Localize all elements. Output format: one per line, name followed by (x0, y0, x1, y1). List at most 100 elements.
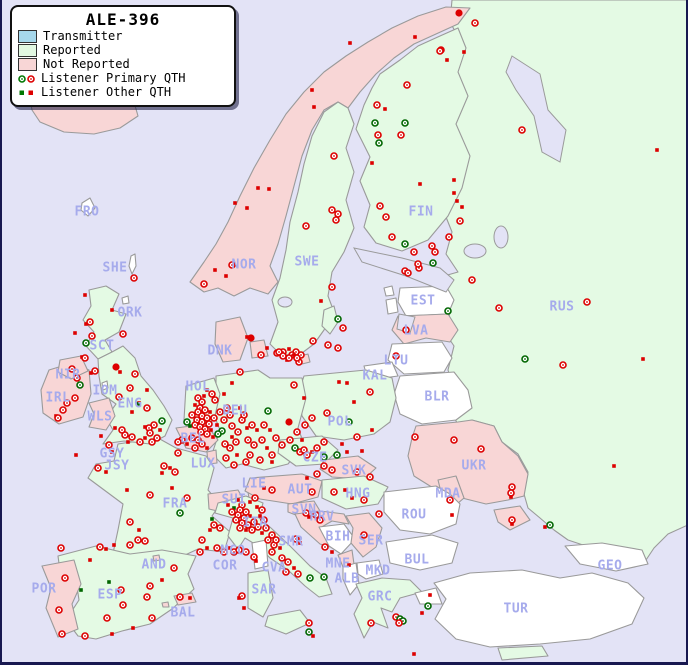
listener-primary-marker-green[interactable] (375, 139, 383, 147)
listener-primary-marker[interactable] (91, 367, 99, 375)
listener-primary-marker[interactable] (388, 233, 396, 241)
listener-primary-marker[interactable] (507, 489, 515, 497)
listener-primary-marker-green[interactable] (371, 119, 379, 127)
listener-primary-marker[interactable] (260, 421, 268, 429)
listener-primary-marker[interactable] (134, 536, 142, 544)
listener-other-marker[interactable] (205, 446, 209, 450)
listener-primary-marker[interactable] (232, 516, 240, 524)
listener-primary-marker[interactable] (395, 619, 403, 627)
listener-primary-marker[interactable] (471, 19, 479, 27)
listener-other-marker[interactable] (145, 388, 149, 392)
listener-primary-marker[interactable] (61, 574, 69, 582)
listener-primary-marker[interactable] (397, 131, 405, 139)
listener-other-marker[interactable] (345, 381, 349, 385)
listener-primary-marker-green[interactable] (333, 451, 341, 459)
listener-primary-marker-green[interactable] (158, 417, 166, 425)
listener-primary-marker[interactable] (468, 276, 476, 284)
listener-other-marker[interactable] (193, 403, 197, 407)
listener-primary-marker-green[interactable] (214, 430, 222, 438)
listener-primary-marker[interactable] (160, 462, 168, 470)
listener-primary-marker[interactable] (73, 374, 81, 382)
listener-primary-marker[interactable] (234, 428, 242, 436)
listener-primary-marker[interactable] (94, 464, 102, 472)
listener-other-marker[interactable] (260, 531, 264, 535)
listener-primary-marker[interactable] (191, 444, 199, 452)
listener-primary-marker[interactable] (153, 434, 161, 442)
listener-primary-marker[interactable] (220, 416, 228, 424)
listener-other-marker[interactable] (305, 476, 309, 480)
listener-primary-marker[interactable] (236, 368, 244, 376)
listener-other-marker[interactable] (137, 528, 141, 532)
listener-primary-marker-green[interactable] (401, 119, 409, 127)
listener-other-marker[interactable] (125, 488, 129, 492)
listener-primary-marker[interactable] (367, 619, 375, 627)
listener-primary-marker-green[interactable] (429, 259, 437, 267)
listener-other-marker[interactable] (112, 543, 116, 547)
listener-primary-marker[interactable] (272, 434, 280, 442)
listener-other-marker-green[interactable] (79, 588, 83, 592)
listener-primary-marker-green[interactable] (183, 418, 191, 426)
listener-primary-marker[interactable] (244, 521, 252, 529)
listener-other-marker[interactable] (383, 107, 387, 111)
listener-primary-marker[interactable] (334, 210, 342, 218)
listener-primary-marker[interactable] (143, 593, 151, 601)
listener-other-marker[interactable] (110, 308, 114, 312)
listener-primary-marker[interactable] (308, 414, 316, 422)
listener-primary-marker-green[interactable] (521, 355, 529, 363)
listener-primary-marker[interactable] (258, 436, 266, 444)
listener-primary-marker[interactable] (81, 632, 89, 640)
listener-other-marker[interactable] (360, 449, 364, 453)
listener-primary-marker[interactable] (272, 536, 280, 544)
listener-primary-marker[interactable] (216, 524, 224, 532)
listener-primary-marker[interactable] (194, 394, 202, 402)
listener-primary-marker[interactable] (328, 466, 336, 474)
listener-other-marker[interactable] (258, 514, 262, 518)
listener-primary-marker[interactable] (171, 468, 179, 476)
listener-other-marker[interactable] (230, 435, 234, 439)
listener-other-marker[interactable] (88, 558, 92, 562)
listener-primary-marker[interactable] (119, 330, 127, 338)
listener-primary-marker[interactable] (353, 468, 361, 476)
listener-primary-marker[interactable] (334, 344, 342, 352)
listener-other-marker[interactable] (245, 206, 249, 210)
listener-primary-marker[interactable] (198, 398, 206, 406)
listener-other-marker[interactable] (222, 392, 226, 396)
listener-primary-marker[interactable] (130, 274, 138, 282)
listener-primary-marker[interactable] (403, 81, 411, 89)
listener-primary-marker[interactable] (313, 470, 321, 478)
listener-primary-marker[interactable] (244, 436, 252, 444)
listener-primary-marker[interactable] (518, 126, 526, 134)
listener-other-marker[interactable] (104, 470, 108, 474)
listener-other-marker[interactable] (208, 410, 212, 414)
listener-primary-marker[interactable] (375, 510, 383, 518)
listener-other-marker[interactable] (268, 428, 272, 432)
listener-other-marker[interactable] (208, 528, 212, 532)
listener-primary-marker[interactable] (301, 421, 309, 429)
listener-other-marker[interactable] (205, 546, 209, 550)
listener-other-marker[interactable] (84, 322, 88, 326)
listener-primary-marker[interactable] (174, 438, 182, 446)
listener-primary-marker[interactable] (392, 352, 400, 360)
listener-primary-marker[interactable] (445, 233, 453, 241)
listener-primary-marker-green[interactable] (306, 574, 314, 582)
listener-primary-marker[interactable] (257, 351, 265, 359)
listener-primary-marker[interactable] (404, 269, 412, 277)
listener-primary-marker[interactable] (308, 488, 316, 496)
listener-other-marker[interactable] (237, 596, 241, 600)
listener-primary-marker[interactable] (436, 47, 444, 55)
listener-primary-marker-green[interactable] (76, 381, 84, 389)
listener-other-marker[interactable] (74, 453, 78, 457)
listener-other-marker[interactable] (267, 187, 271, 191)
listener-primary-marker[interactable] (366, 388, 374, 396)
listener-primary-marker[interactable] (292, 535, 300, 543)
listener-primary-marker-green[interactable] (291, 444, 299, 452)
listener-primary-marker[interactable] (242, 458, 250, 466)
listener-primary-marker[interactable] (428, 242, 436, 250)
listener-primary-marker[interactable] (196, 548, 204, 556)
listener-primary-marker-green[interactable] (176, 509, 184, 517)
listener-primary-marker[interactable] (63, 399, 71, 407)
listener-primary-marker[interactable] (235, 546, 243, 554)
listener-cluster-marker[interactable] (247, 334, 255, 342)
listener-primary-marker[interactable] (240, 411, 248, 419)
listener-other-marker[interactable] (298, 541, 302, 545)
